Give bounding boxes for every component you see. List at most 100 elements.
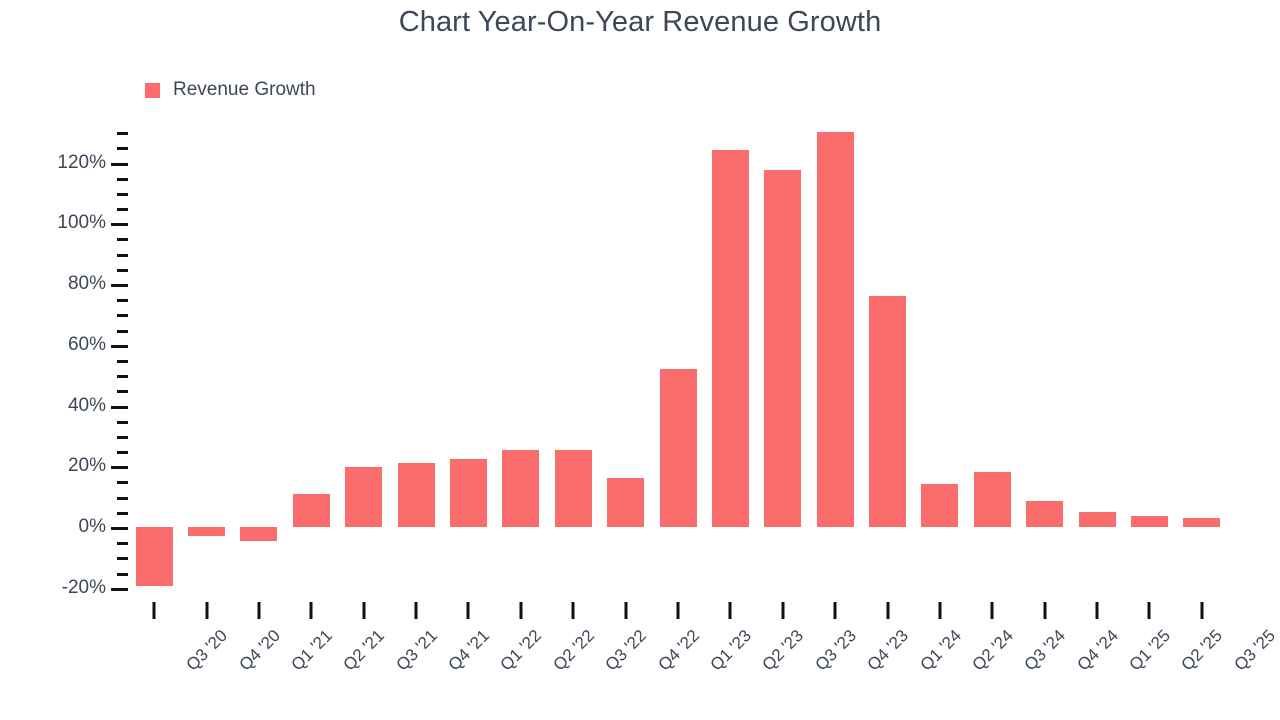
legend-swatch-revenue-growth xyxy=(145,82,160,98)
x-axis-label: Q1 '22 xyxy=(496,626,546,675)
x-axis-label: Q2 '23 xyxy=(758,626,808,675)
y-axis-tick-major xyxy=(111,284,128,287)
bar[interactable] xyxy=(659,369,697,527)
bar[interactable] xyxy=(869,296,907,527)
x-axis-label: Q4 '22 xyxy=(654,626,703,675)
x-axis-label: Q3 '24 xyxy=(1020,626,1070,675)
y-axis-tick-minor xyxy=(117,147,128,151)
y-axis-tick-minor xyxy=(117,329,128,333)
x-axis-label: Q4 '21 xyxy=(444,626,494,675)
bar[interactable] xyxy=(502,449,540,527)
bar[interactable] xyxy=(240,527,278,541)
x-axis-label: Q4 '20 xyxy=(235,626,284,675)
y-axis-tick-minor xyxy=(117,132,128,136)
x-axis-tick xyxy=(309,602,313,619)
y-axis-label: 0% xyxy=(78,516,106,537)
x-axis-label: Q3 '20 xyxy=(182,626,232,675)
x-axis-label: Q2 '25 xyxy=(1177,626,1227,675)
bar[interactable] xyxy=(292,493,330,527)
bar[interactable] xyxy=(1183,517,1221,527)
bar[interactable] xyxy=(764,170,802,527)
x-axis-tick xyxy=(152,602,156,619)
y-axis-tick-minor xyxy=(117,192,128,196)
x-axis-tick xyxy=(362,602,366,619)
x-axis-tick xyxy=(571,602,575,619)
x-axis-tick xyxy=(886,602,890,619)
y-axis-tick-major xyxy=(111,527,128,530)
y-axis-tick-minor xyxy=(117,420,128,424)
bar[interactable] xyxy=(921,484,959,527)
x-axis-tick xyxy=(1043,602,1047,619)
x-axis-tick xyxy=(1147,602,1151,619)
legend-label-revenue-growth: Revenue Growth xyxy=(173,79,316,100)
chart-legend: Revenue Growth xyxy=(145,79,316,101)
y-axis-tick-minor xyxy=(117,177,128,181)
y-axis-label: 100% xyxy=(57,212,106,234)
y-axis-tick-minor xyxy=(117,299,128,303)
bar[interactable] xyxy=(554,449,592,527)
x-axis-tick xyxy=(1200,602,1204,619)
bar[interactable] xyxy=(816,132,854,527)
y-axis-tick-major xyxy=(111,587,128,591)
y-axis-label: 60% xyxy=(67,333,106,355)
x-axis-tick xyxy=(676,602,680,619)
x-axis-tick xyxy=(257,602,261,619)
x-axis-label: Q1 '23 xyxy=(706,626,755,675)
x-axis-label: Q3 '21 xyxy=(392,626,441,675)
y-axis-tick-minor xyxy=(117,238,128,242)
x-axis-label: Q1 '24 xyxy=(916,626,965,675)
x-axis-tick xyxy=(519,602,523,619)
y-axis-tick-minor xyxy=(117,253,128,257)
chart-title: Chart Year-On-Year Revenue Growth xyxy=(398,6,882,38)
bar[interactable] xyxy=(1130,516,1168,527)
x-axis-label: Q2 '22 xyxy=(549,626,598,675)
bar[interactable] xyxy=(397,463,435,527)
x-axis-label: Q1 '25 xyxy=(1125,626,1175,675)
y-axis-tick-minor xyxy=(117,557,128,561)
y-axis-tick-minor xyxy=(117,511,128,515)
y-axis-tick-minor xyxy=(117,542,128,546)
y-axis-tick-major xyxy=(111,162,128,166)
y-axis-label: 80% xyxy=(67,273,106,294)
y-axis-tick-major xyxy=(111,466,128,470)
x-axis-label: Q3 '25 xyxy=(1230,626,1279,675)
bar[interactable] xyxy=(1078,511,1116,527)
x-axis-tick xyxy=(624,602,628,619)
bar[interactable] xyxy=(345,466,383,527)
y-axis-tick-minor xyxy=(117,496,128,500)
y-axis-tick-minor xyxy=(117,314,128,318)
x-axis-label: Q3 '22 xyxy=(601,626,651,675)
bar[interactable] xyxy=(973,472,1011,527)
x-axis-tick xyxy=(990,602,994,619)
x-axis-label: Q4 '23 xyxy=(863,626,913,675)
x-axis-tick xyxy=(414,602,418,619)
bar[interactable] xyxy=(607,478,645,527)
y-axis-tick-minor xyxy=(117,481,128,485)
bar[interactable] xyxy=(449,458,487,527)
y-axis-tick-minor xyxy=(117,268,128,272)
bar[interactable] xyxy=(1026,501,1064,527)
y-axis-tick-minor xyxy=(117,208,128,212)
x-axis-label: Q4 '24 xyxy=(1073,626,1122,675)
y-axis-tick-minor xyxy=(117,451,128,455)
y-axis-tick-minor xyxy=(117,572,128,576)
bar[interactable] xyxy=(135,527,173,587)
x-axis-tick xyxy=(938,602,942,619)
y-axis-label: 120% xyxy=(57,151,106,173)
bar[interactable] xyxy=(711,150,749,527)
x-axis-tick xyxy=(205,602,209,619)
y-axis-tick-major xyxy=(111,405,128,409)
y-axis-label: 40% xyxy=(67,394,106,416)
x-axis-label: Q2 '24 xyxy=(968,626,1017,675)
y-axis-tick-minor xyxy=(117,390,128,394)
x-axis-label: Q1 '21 xyxy=(287,626,336,675)
y-axis-tick-minor xyxy=(117,435,128,439)
bar[interactable] xyxy=(188,527,226,537)
y-axis: -20% 0% 20% 40% 60% 80% 100% 120% xyxy=(0,120,128,600)
y-axis-tick-minor xyxy=(117,375,128,379)
x-axis-label: Q2 '21 xyxy=(339,626,389,675)
plot-area: Q3 '20 Q4 '20 Q1 '21 Q2 '21 Q3 '21 Q4 '21 Q1 '… xyxy=(128,120,1279,674)
x-axis-label: Q3 '23 xyxy=(811,626,860,675)
y-axis-label: 20% xyxy=(67,455,106,477)
